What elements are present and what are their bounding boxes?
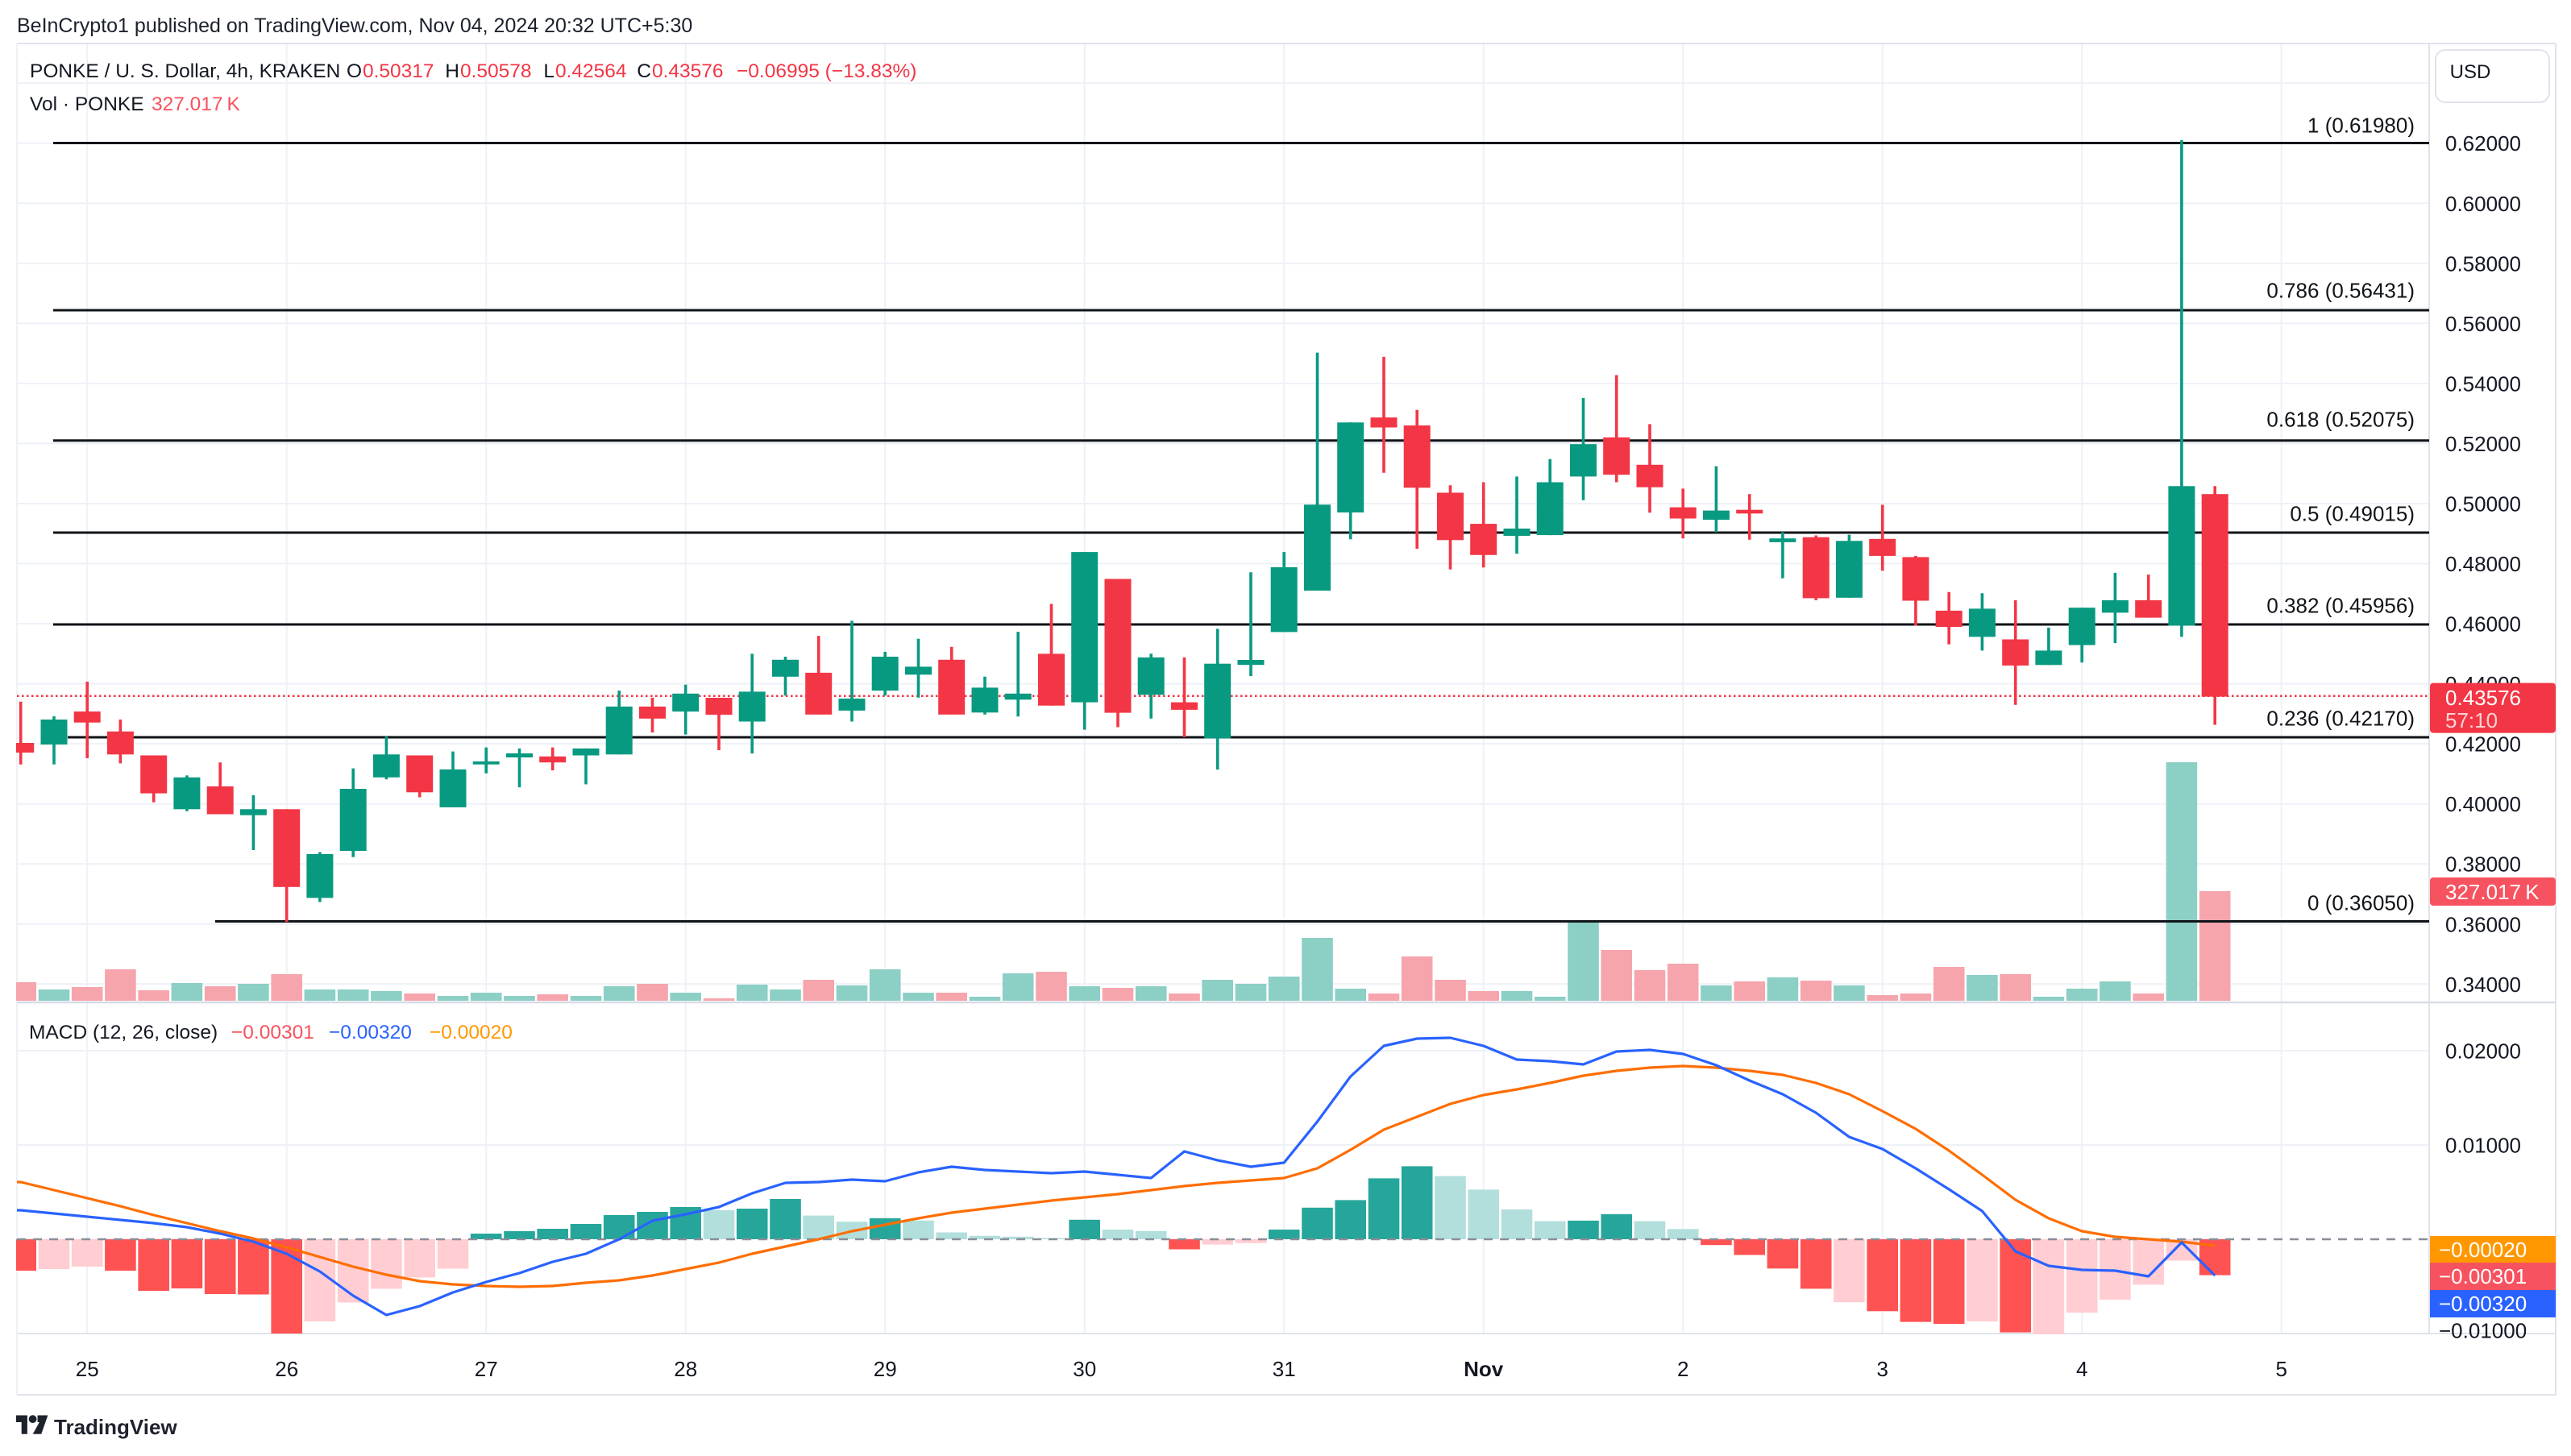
svg-text:0.40000: 0.40000 — [2445, 792, 2521, 816]
svg-text:BeInCrypto1 published on Tradi: BeInCrypto1 published on TradingView.com… — [17, 15, 692, 37]
svg-text:0.54000: 0.54000 — [2445, 371, 2521, 396]
svg-text:MACD (12, 26, close): MACD (12, 26, close) — [29, 1022, 218, 1043]
svg-text:−0.00320: −0.00320 — [329, 1022, 412, 1043]
svg-text:0.34000: 0.34000 — [2445, 973, 2521, 997]
svg-text:−0.00301: −0.00301 — [2439, 1264, 2527, 1288]
svg-text:O: O — [347, 60, 362, 82]
svg-text:0.58000: 0.58000 — [2445, 251, 2521, 276]
svg-text:USD: USD — [2450, 61, 2491, 83]
svg-text:0.52000: 0.52000 — [2445, 432, 2521, 456]
svg-text:1 (0.61980): 1 (0.61980) — [2307, 114, 2415, 138]
svg-text:Vol · PONKE: Vol · PONKE — [30, 93, 144, 115]
svg-text:0.56000: 0.56000 — [2445, 312, 2521, 336]
svg-text:0.02000: 0.02000 — [2445, 1039, 2521, 1064]
svg-text:26: 26 — [275, 1357, 298, 1381]
svg-text:H: H — [445, 60, 459, 82]
svg-text:30: 30 — [1073, 1357, 1096, 1381]
svg-text:25: 25 — [76, 1357, 99, 1381]
svg-text:0.62000: 0.62000 — [2445, 131, 2521, 156]
svg-text:0.42000: 0.42000 — [2445, 732, 2521, 757]
svg-text:0.382 (0.45956): 0.382 (0.45956) — [2266, 594, 2415, 618]
svg-text:327.017 K: 327.017 K — [152, 93, 240, 115]
svg-text:−0.00320: −0.00320 — [2439, 1292, 2527, 1316]
svg-text:0.60000: 0.60000 — [2445, 192, 2521, 216]
svg-text:0.43576: 0.43576 — [2445, 686, 2521, 710]
svg-text:0.50578: 0.50578 — [460, 60, 532, 82]
svg-text:0.42564: 0.42564 — [555, 60, 627, 82]
svg-text:−0.06995 (−13.83%): −0.06995 (−13.83%) — [737, 60, 916, 82]
svg-text:Nov: Nov — [1464, 1357, 1504, 1381]
svg-text:0.48000: 0.48000 — [2445, 552, 2521, 576]
svg-text:0.01000: 0.01000 — [2445, 1134, 2521, 1158]
svg-text:0.618 (0.52075): 0.618 (0.52075) — [2266, 408, 2415, 432]
svg-text:0.786 (0.56431): 0.786 (0.56431) — [2266, 279, 2415, 303]
svg-text:0.236 (0.42170): 0.236 (0.42170) — [2266, 707, 2415, 731]
svg-text:31: 31 — [1273, 1357, 1296, 1381]
svg-text:TradingView: TradingView — [54, 1415, 177, 1439]
svg-text:C: C — [637, 60, 651, 82]
svg-text:0.46000: 0.46000 — [2445, 612, 2521, 637]
svg-text:0.50317: 0.50317 — [363, 60, 434, 82]
svg-text:327.017 K: 327.017 K — [2445, 880, 2540, 904]
svg-text:0.50000: 0.50000 — [2445, 492, 2521, 516]
svg-text:28: 28 — [674, 1357, 697, 1381]
svg-text:2: 2 — [1677, 1357, 1688, 1381]
svg-text:5: 5 — [2275, 1357, 2286, 1381]
svg-text:4: 4 — [2076, 1357, 2087, 1381]
svg-text:0.38000: 0.38000 — [2445, 852, 2521, 877]
svg-text:PONKE / U. S. Dollar, 4h, KRAK: PONKE / U. S. Dollar, 4h, KRAKEN — [30, 60, 340, 82]
svg-text:0.36000: 0.36000 — [2445, 912, 2521, 936]
svg-text:3: 3 — [1876, 1357, 1888, 1381]
svg-text:−0.01000: −0.01000 — [2439, 1319, 2527, 1343]
svg-text:57:10: 57:10 — [2445, 708, 2498, 732]
svg-text:27: 27 — [475, 1357, 498, 1381]
svg-text:0.5 (0.49015): 0.5 (0.49015) — [2290, 502, 2415, 526]
svg-text:0 (0.36050): 0 (0.36050) — [2307, 891, 2415, 915]
svg-text:L: L — [543, 60, 554, 82]
svg-text:−0.00020: −0.00020 — [430, 1022, 513, 1043]
svg-text:−0.00301: −0.00301 — [231, 1022, 314, 1043]
svg-text:29: 29 — [874, 1357, 897, 1381]
svg-text:0.43576: 0.43576 — [652, 60, 724, 82]
svg-text:−0.00020: −0.00020 — [2439, 1238, 2527, 1262]
